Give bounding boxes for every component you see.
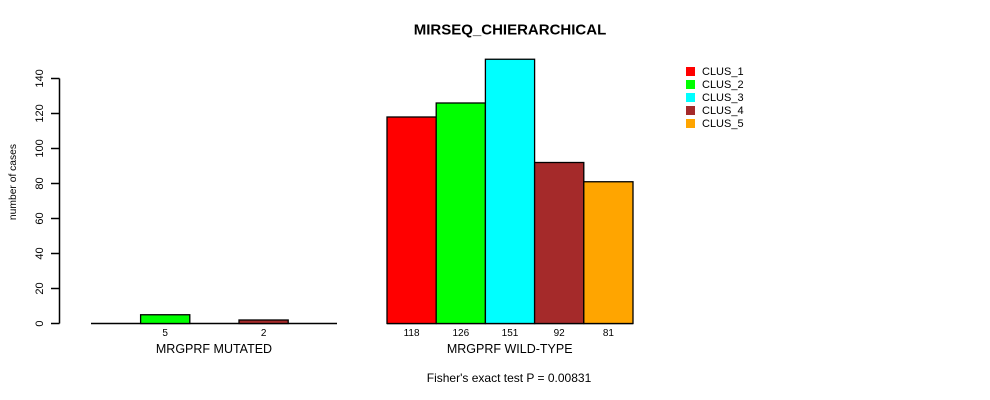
svg-text:CLUS_2: CLUS_2 — [702, 79, 744, 91]
svg-text:CLUS_1: CLUS_1 — [702, 66, 744, 78]
svg-text:number of cases: number of cases — [8, 144, 19, 220]
svg-text:MRGPRF WILD-TYPE: MRGPRF WILD-TYPE — [447, 342, 573, 356]
svg-text:120: 120 — [34, 104, 46, 122]
svg-text:CLUS_5: CLUS_5 — [702, 118, 744, 130]
svg-text:140: 140 — [34, 69, 46, 87]
svg-text:40: 40 — [34, 247, 46, 259]
svg-text:5: 5 — [162, 328, 168, 339]
svg-text:2: 2 — [261, 328, 267, 339]
svg-text:81: 81 — [603, 328, 615, 339]
svg-text:CLUS_4: CLUS_4 — [702, 105, 744, 117]
svg-text:60: 60 — [34, 212, 46, 224]
svg-text:100: 100 — [34, 139, 46, 157]
svg-text:CLUS_3: CLUS_3 — [702, 92, 744, 104]
svg-text:MRGPRF MUTATED: MRGPRF MUTATED — [156, 342, 272, 356]
svg-text:126: 126 — [452, 328, 469, 339]
svg-text:0: 0 — [34, 320, 46, 326]
svg-text:Fisher's exact test P = 0.0083: Fisher's exact test P = 0.00831 — [427, 371, 592, 385]
svg-text:MIRSEQ_CHIERARCHICAL: MIRSEQ_CHIERARCHICAL — [414, 22, 607, 39]
svg-text:92: 92 — [554, 328, 566, 339]
svg-text:118: 118 — [404, 328, 420, 339]
svg-text:20: 20 — [34, 282, 46, 294]
svg-text:80: 80 — [34, 177, 46, 189]
svg-text:151: 151 — [502, 328, 519, 339]
